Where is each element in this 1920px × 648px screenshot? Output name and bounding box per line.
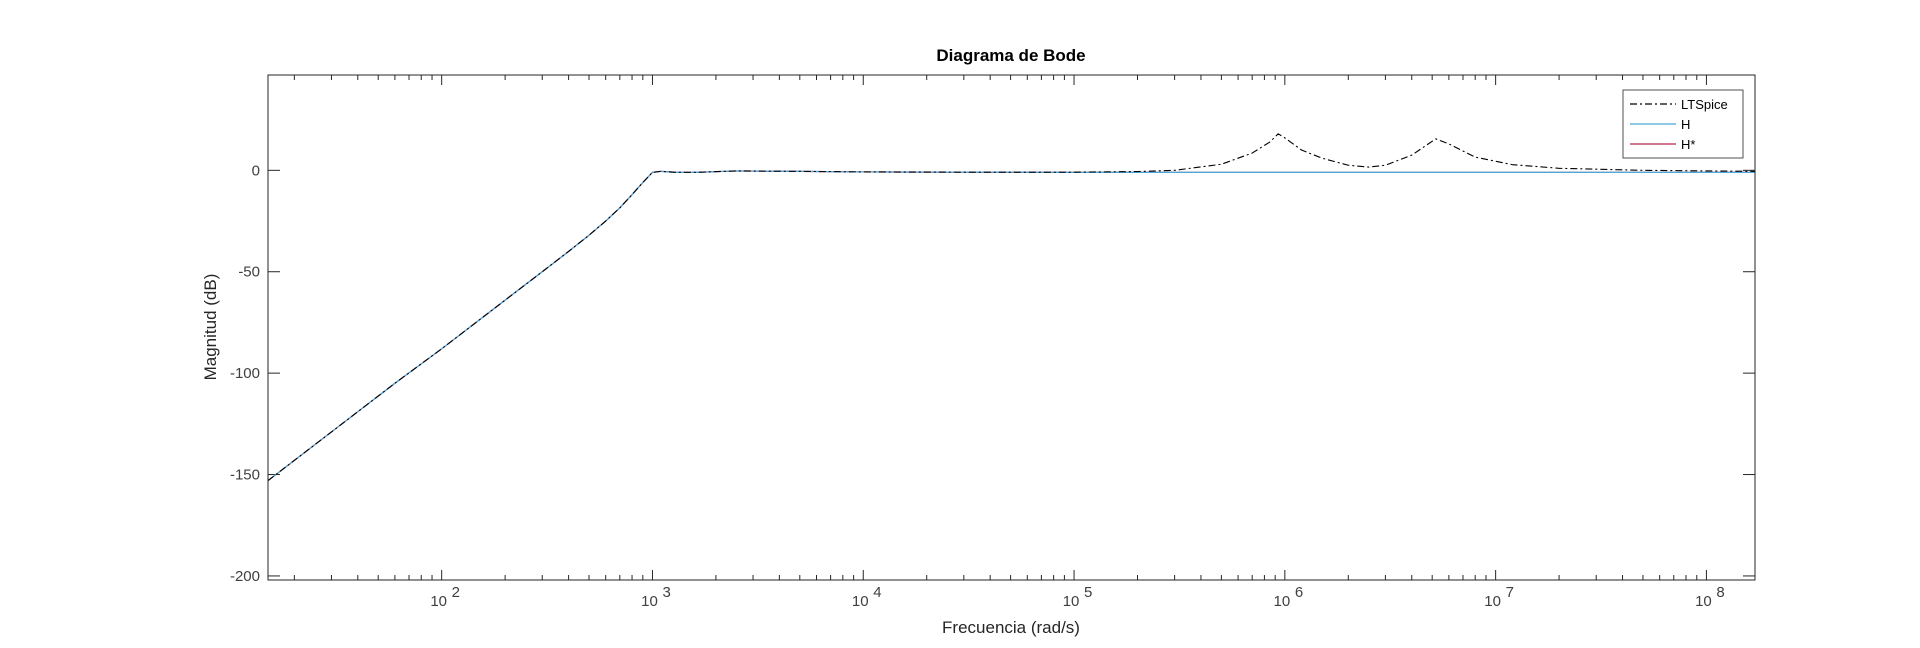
x-tick-label: 10 7	[1484, 584, 1514, 610]
y-tick-label: -150	[230, 467, 260, 484]
x-tick-exponent: 7	[1506, 584, 1514, 601]
x-tick-base: 10	[430, 593, 447, 610]
x-tick-exponent: 2	[452, 584, 460, 601]
x-tick-base: 10	[641, 593, 658, 610]
axes-box	[267, 74, 1756, 581]
x-tick-base: 10	[1695, 593, 1712, 610]
y-tick-labels: 0 -50 -100 -150 -200	[230, 162, 260, 585]
x-tick-label: 104	[852, 584, 882, 610]
x-tick-exponent: 5	[1084, 584, 1092, 601]
legend-label: LTSpice	[1681, 97, 1728, 112]
plot-area	[268, 75, 1755, 580]
legend: LTSpice H H*	[1622, 89, 1744, 159]
y-axis-label: Magnitud (dB)	[201, 274, 220, 381]
x-tick-label: 10 2	[430, 584, 460, 610]
x-tick-base: 10	[1273, 593, 1290, 610]
x-axis-label: Frecuencia (rad/s)	[942, 618, 1080, 637]
series-layer	[268, 133, 1755, 482]
x-tick-label: 108	[1695, 584, 1725, 610]
x-tick-exponent: 4	[873, 584, 881, 601]
tick-marks	[268, 75, 1755, 580]
y-tick-label: -50	[238, 264, 260, 281]
y-tick-label: -100	[230, 365, 260, 382]
y-tick-label: 0	[252, 162, 260, 179]
x-tick-base: 10	[1484, 593, 1501, 610]
x-tick-base: 10	[1063, 593, 1080, 610]
series-line-ltspice	[268, 133, 1755, 482]
y-tick-label: -200	[230, 568, 260, 585]
legend-label: H*	[1681, 137, 1695, 152]
x-tick-label: 105	[1063, 584, 1093, 610]
x-tick-exponent: 8	[1716, 584, 1724, 601]
x-tick-exponent: 6	[1295, 584, 1303, 601]
x-tick-exponent: 3	[662, 584, 670, 601]
x-tick-label: 10 6	[1273, 584, 1303, 610]
legend-label: H	[1681, 117, 1690, 132]
x-tick-base: 10	[852, 593, 869, 610]
x-tick-label: 103	[641, 584, 671, 610]
chart-title: Diagrama de Bode	[936, 46, 1085, 65]
